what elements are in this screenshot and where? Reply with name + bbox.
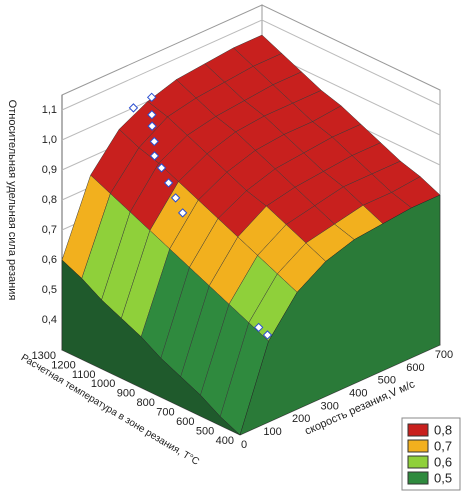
z-tick-label: 0,4 (42, 314, 57, 326)
data-point (146, 92, 157, 103)
y-tick-label: 400 (216, 435, 234, 447)
data-point (156, 163, 167, 173)
z-tick-label: 0,8 (42, 194, 57, 206)
z-tick-label: 1,1 (42, 104, 57, 116)
grid-line (61, 19, 441, 111)
data-point (163, 178, 174, 188)
x-tick-label: 100 (263, 426, 281, 438)
data-point (149, 136, 160, 147)
z-tick-label: 0,9 (42, 164, 57, 176)
legend-swatch (407, 423, 429, 437)
y-tick-label: 500 (196, 425, 214, 437)
legend-label: 0,6 (434, 454, 452, 469)
data-point (147, 110, 157, 120)
y-tick-label: 600 (176, 416, 194, 428)
legend-swatch (407, 439, 429, 453)
x-tick-label: 400 (349, 387, 367, 399)
front-side (239, 194, 441, 436)
x-tick-label: 300 (321, 400, 339, 412)
x-tick-label: 0 (241, 439, 247, 451)
z-axis-label: Относительная удельная сила резания (6, 100, 18, 301)
z-tick-label: 0,7 (42, 224, 57, 236)
data-point (253, 322, 264, 333)
x-tick-label: 500 (378, 375, 396, 387)
y-tick-label: 1000 (91, 378, 115, 390)
front-side (61, 259, 241, 436)
y-tick-label: 1200 (51, 359, 75, 371)
legend-label: 0,8 (434, 422, 452, 437)
data-point (170, 193, 181, 203)
legend-label: 0,7 (434, 438, 452, 453)
legend-swatch (407, 471, 429, 485)
data-point (147, 121, 157, 131)
x-tick-label: 600 (406, 362, 424, 374)
data-point (262, 330, 273, 340)
data-point (128, 103, 139, 113)
legend-label: 0,5 (434, 470, 452, 485)
y-tick-label: 700 (156, 407, 174, 419)
data-point (149, 151, 160, 161)
y-tick-label: 800 (137, 397, 155, 409)
z-tick-label: 0,5 (42, 284, 57, 296)
y-tick-label: 900 (117, 388, 135, 400)
y-tick-label: 1100 (72, 369, 96, 381)
data-point (177, 208, 188, 218)
x-tick-label: 200 (292, 413, 310, 425)
x-tick-label: 700 (435, 349, 453, 361)
z-tick-label: 1,0 (42, 134, 57, 146)
legend-swatch (407, 455, 429, 469)
y-tick-label: 1300 (32, 350, 56, 362)
z-tick-label: 0,6 (42, 254, 57, 266)
